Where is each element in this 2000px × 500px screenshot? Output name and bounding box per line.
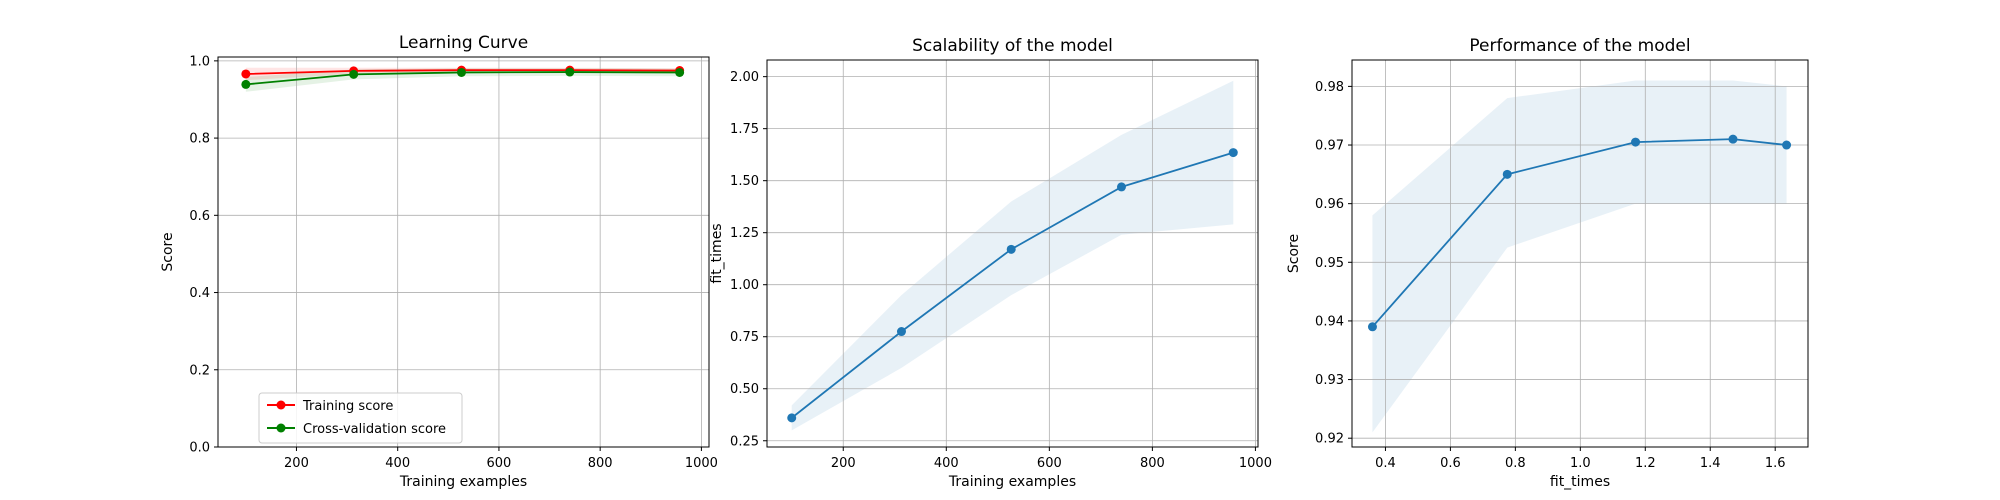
learning-curve-y-axis-label: Score xyxy=(160,232,176,271)
learning-curve-y-tick-label-5: 1.0 xyxy=(189,54,210,69)
scalability-series-0-point-3 xyxy=(1116,182,1126,192)
scalability-band-0 xyxy=(791,80,1234,431)
legend-box xyxy=(258,392,463,444)
learning-curve-x-tick-label-0: 200 xyxy=(284,456,309,471)
scalability-panel: 200 400 600 800 1000 0.25 0.50 0.75 1.00 1.25 1.5… xyxy=(709,36,1272,490)
performance-y-tick-label-2: 0.94 xyxy=(1315,314,1344,329)
scalability-y-tick-label-3: 1.00 xyxy=(730,278,759,293)
performance-x-tick-label-6: 1.6 xyxy=(1765,456,1786,471)
legend-cv-score-label: Cross-validation score xyxy=(303,422,446,437)
performance-x-tick-label-0: 0.4 xyxy=(1375,456,1396,471)
scalability-y-tick-label-4: 1.25 xyxy=(730,226,759,241)
learning-curve-y-tick-label-1: 0.2 xyxy=(189,363,210,378)
scalability-y-tick-label-5: 1.50 xyxy=(730,174,759,189)
learning-curve-series-1-point-0 xyxy=(241,79,251,89)
learning-curve-y-tick-label-2: 0.4 xyxy=(189,286,210,301)
performance-bands xyxy=(1372,80,1787,433)
performance-x-ticks: 0.4 0.6 0.8 1.0 1.2 1.4 1.6 xyxy=(1375,447,1786,471)
performance-y-tick-label-3: 0.95 xyxy=(1315,256,1344,271)
performance-title: Performance of the model xyxy=(1469,36,1690,56)
performance-series-0-point-4 xyxy=(1782,140,1792,150)
scalability-bands xyxy=(791,80,1234,431)
performance-band-0 xyxy=(1372,80,1787,433)
scalability-series-0-point-1 xyxy=(896,327,906,337)
performance-y-axis-label: Score xyxy=(1286,234,1302,273)
performance-y-tick-label-4: 0.96 xyxy=(1315,197,1344,212)
performance-x-tick-label-4: 1.2 xyxy=(1635,456,1656,471)
scalability-x-tick-label-1: 400 xyxy=(934,456,959,471)
scalability-x-tick-label-3: 800 xyxy=(1140,456,1165,471)
learning-curve-series-0-point-0 xyxy=(241,69,251,79)
scalability-y-tick-label-0: 0.25 xyxy=(730,434,759,449)
learning-curve-series-1-point-3 xyxy=(565,67,575,77)
learning-curve-series-1-point-2 xyxy=(456,67,466,77)
learning-curve-y-tick-label-3: 0.6 xyxy=(189,209,210,224)
legend-cv-score-marker xyxy=(276,423,286,433)
performance-y-tick-label-5: 0.97 xyxy=(1315,139,1344,154)
performance-series-0-point-1 xyxy=(1502,169,1512,179)
learning-curve-y-tick-label-0: 0.0 xyxy=(189,441,210,456)
learning-curve-series-1-point-4 xyxy=(675,67,685,77)
scalability-points xyxy=(787,148,1238,423)
scalability-y-tick-label-2: 0.75 xyxy=(730,330,759,345)
performance-grid xyxy=(1352,60,1808,447)
scalability-x-tick-label-0: 200 xyxy=(831,456,856,471)
scalability-title: Scalability of the model xyxy=(912,36,1113,56)
learning-curve-legend: Training score Cross-validation score xyxy=(258,392,463,444)
legend-training-score-marker xyxy=(276,400,286,410)
scalability-x-axis-label: Training examples xyxy=(948,474,1076,490)
scalability-y-ticks: 0.25 0.50 0.75 1.00 1.25 1.50 1.75 2.00 xyxy=(730,70,767,449)
scalability-grid xyxy=(767,60,1258,447)
performance-series-0-point-0 xyxy=(1367,322,1377,332)
learning-curve-x-tick-label-1: 400 xyxy=(385,456,410,471)
performance-points xyxy=(1367,134,1792,332)
performance-series-0-point-3 xyxy=(1728,134,1738,144)
learning-curve-series-1-point-1 xyxy=(349,69,359,79)
learning-curve-x-tick-label-4: 1000 xyxy=(685,456,718,471)
performance-x-tick-label-2: 0.8 xyxy=(1505,456,1526,471)
performance-y-tick-label-6: 0.98 xyxy=(1315,80,1344,95)
learning-curve-x-tick-label-2: 600 xyxy=(487,456,512,471)
learning-curve-x-axis-label: Training examples xyxy=(399,474,527,490)
performance-x-axis-label: fit_times xyxy=(1550,474,1610,490)
performance-series-0-point-2 xyxy=(1631,137,1641,147)
performance-y-tick-label-0: 0.92 xyxy=(1315,432,1344,447)
scalability-x-tick-label-4: 1000 xyxy=(1239,456,1272,471)
performance-x-tick-label-5: 1.4 xyxy=(1700,456,1721,471)
scalability-y-axis-label: fit_times xyxy=(709,223,725,283)
legend-training-score-label: Training score xyxy=(302,399,393,414)
performance-panel: 0.4 0.6 0.8 1.0 1.2 1.4 1.6 0.920.930.940.950.… xyxy=(1286,36,1809,490)
scalability-series-0-point-2 xyxy=(1006,244,1016,254)
learning-curve-y-ticks: 0.0 0.2 0.4 0.6 0.8 1.0 xyxy=(189,54,218,456)
scalability-series-0-point-0 xyxy=(787,413,797,423)
learning-curve-grid xyxy=(218,57,709,448)
scalability-y-tick-label-6: 1.75 xyxy=(730,122,759,137)
learning-curve-axes-frame xyxy=(217,56,710,448)
learning-curve-points xyxy=(241,65,685,89)
learning-curve-y-tick-label-4: 0.8 xyxy=(189,132,210,147)
scalability-y-tick-label-7: 2.00 xyxy=(730,70,759,85)
scalability-x-tick-label-2: 600 xyxy=(1037,456,1062,471)
learning-curve-panel: 200 400 600 800 1000 0.0 0.2 0.4 0.6 0.8 1.0 Lear… xyxy=(160,33,718,490)
performance-y-ticks: 0.92 0.93 0.94 0.95 0.96 0.97 0.98 xyxy=(1315,80,1352,447)
learning-curve-title: Learning Curve xyxy=(399,33,528,53)
scalability-axes-frame xyxy=(766,59,1259,448)
scalability-y-tick-label-1: 0.50 xyxy=(730,382,759,397)
learning-curve-x-tick-label-3: 800 xyxy=(588,456,613,471)
scalability-x-ticks: 200 400 600 800 1000 xyxy=(831,447,1272,471)
performance-x-tick-label-3: 1.0 xyxy=(1570,456,1591,471)
performance-x-tick-label-1: 0.6 xyxy=(1440,456,1461,471)
performance-y-tick-label-1: 0.93 xyxy=(1315,373,1344,388)
learning-curve-x-ticks: 200 400 600 800 1000 xyxy=(284,447,718,471)
scalability-series-0-point-4 xyxy=(1228,148,1238,158)
